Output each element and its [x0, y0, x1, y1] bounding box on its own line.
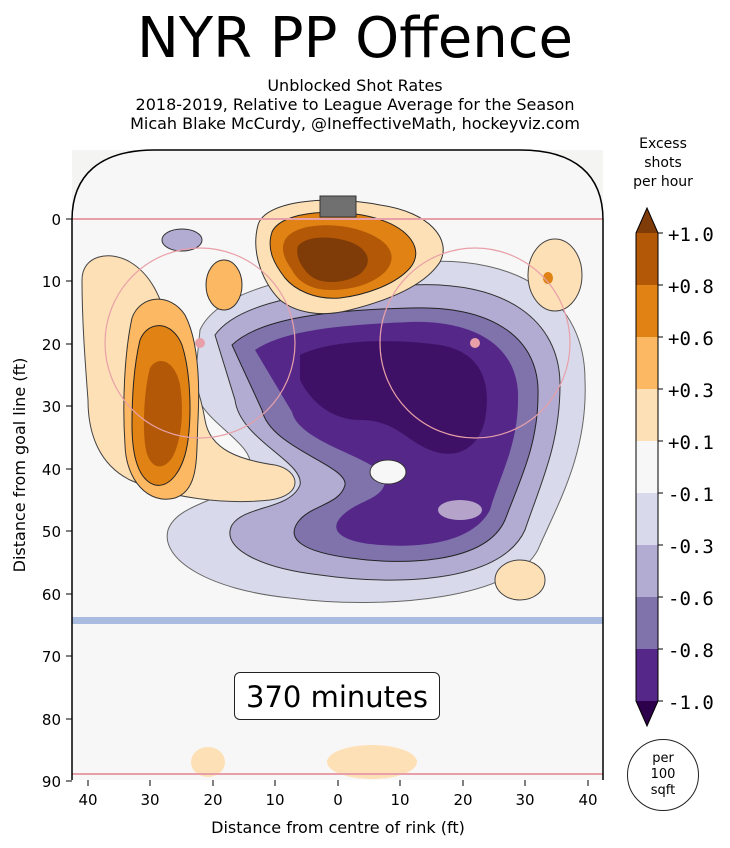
y-tick-marks [66, 218, 72, 782]
right-faceoff-circle [379, 247, 571, 439]
colorbar-title-line-2: shots [644, 155, 682, 171]
colorbar-segment [636, 597, 658, 649]
y-tick-label: 80 [42, 711, 61, 729]
colorbar-segments [635, 206, 663, 728]
negative-regions [161, 228, 586, 603]
colorbar-tick-label: +0.3 [668, 380, 714, 402]
x-tick-label: 20 [203, 791, 222, 809]
left-faceoff-dot [195, 338, 205, 348]
unit-note-circle: per 100 sqft [627, 739, 699, 811]
colorbar-tick-label: +1.0 [668, 224, 714, 246]
colorbar-segment [636, 441, 658, 493]
minutes-annotation: 370 minutes [234, 672, 440, 720]
subtitle-line-1: Unblocked Shot Rates [267, 76, 443, 95]
x-tick-label: 10 [390, 791, 409, 809]
y-tick-label: 90 [42, 773, 61, 791]
x-tick-label: 10 [265, 791, 284, 809]
colorbar-tick-label: -0.6 [668, 588, 714, 610]
x-tick-labels: 40 30 20 10 0 10 20 30 40 [78, 791, 597, 809]
colorbar-segment [636, 389, 658, 441]
colorbar-tick-label: +0.6 [668, 328, 714, 350]
y-tick-label: 0 [51, 211, 61, 229]
colorbar-title-line-1: Excess [639, 136, 687, 152]
y-tick-label: 50 [42, 523, 61, 541]
colorbar-tick-label: -1.0 [668, 692, 714, 714]
x-tick-label: 30 [515, 791, 534, 809]
colorbar-tick-label: +0.1 [668, 432, 714, 454]
y-tick-label: 30 [42, 398, 61, 416]
y-tick-label: 10 [42, 273, 61, 291]
y-tick-label: 70 [42, 648, 61, 666]
positive-regions [81, 199, 583, 779]
y-tick-label: 60 [42, 586, 61, 604]
goal-net [319, 195, 357, 218]
y-axis-label: Distance from goal line (ft) [10, 358, 29, 573]
unit-note-line: sqft [650, 783, 676, 798]
x-tick-label: 20 [453, 791, 472, 809]
colorbar-segment [636, 493, 658, 545]
colorbar-tick-label: +0.8 [668, 276, 714, 298]
subtitle-line-2: 2018-2019, Relative to League Average fo… [135, 95, 575, 114]
left-faceoff-circle [104, 247, 296, 439]
colorbar-tick-label: -0.3 [668, 536, 714, 558]
y-tick-labels: 0 10 20 30 40 50 60 70 80 90 [42, 211, 61, 791]
unit-note-line: per [652, 751, 674, 766]
colorbar-tick-label: -0.1 [668, 484, 714, 506]
colorbar-title-line-3: per hour [633, 174, 693, 190]
y-tick-label: 40 [42, 461, 61, 479]
colorbar-tick-labels: +1.0 +0.8 +0.6 +0.3 +0.1 -0.1 -0.3 -0.6 … [668, 224, 714, 714]
colorbar-top-extend [636, 208, 658, 233]
colorbar-segment [636, 285, 658, 337]
blue-line [72, 617, 603, 624]
colorbar-segment [636, 545, 658, 597]
colorbar-bottom-extend [636, 701, 658, 726]
x-axis-label: Distance from centre of rink (ft) [211, 818, 465, 837]
x-tick-label: 40 [578, 791, 597, 809]
chart-title: NYR PP Offence [137, 6, 573, 71]
x-tick-label: 0 [333, 791, 343, 809]
colorbar-segment [636, 233, 658, 285]
colorbar: Excess shots per hour +1.0 +0.8 +0.6 +0.… [633, 136, 714, 728]
x-tick-label: 30 [140, 791, 159, 809]
x-tick-marks [87, 780, 589, 786]
colorbar-segment [636, 337, 658, 389]
colorbar-tick-label: -0.8 [668, 640, 714, 662]
rink-boards [71, 149, 604, 780]
x-tick-label: 40 [78, 791, 97, 809]
colorbar-segment [636, 649, 658, 701]
subtitle-line-3: Micah Blake McCurdy, @IneffectiveMath, h… [130, 114, 580, 133]
y-tick-label: 20 [42, 336, 61, 354]
right-faceoff-dot [470, 338, 480, 348]
unit-note-line: 100 [650, 767, 676, 782]
